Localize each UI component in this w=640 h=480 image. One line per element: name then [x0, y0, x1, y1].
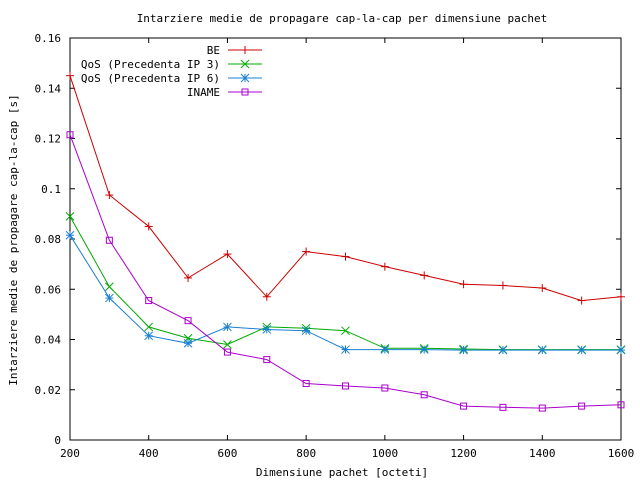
data-point-qos-precedenta-ip-3 — [105, 282, 114, 292]
data-point-qos-precedenta-ip-6 — [616, 345, 626, 355]
data-point-be — [302, 247, 311, 256]
data-point-iname — [617, 401, 625, 409]
data-point-qos-precedenta-ip-6 — [459, 345, 468, 355]
plot-frame — [69, 37, 622, 441]
data-point-iname — [538, 404, 546, 412]
x-tick-label: 1400 — [529, 447, 556, 460]
data-point-iname — [499, 403, 507, 411]
legend-marker-qos-precedenta-ip-3 — [240, 59, 250, 69]
data-point-be — [538, 283, 547, 292]
y-axis-label: Intarziere medie de propagare cap-la-cap… — [7, 94, 20, 385]
y-tick-label: 0.1 — [41, 183, 61, 196]
series-layer — [65, 71, 626, 412]
data-point-iname — [302, 379, 310, 387]
legend-marker-be — [241, 46, 249, 54]
legend-label-qos-precedenta-ip-3: QoS (Precedenta IP 3) — [81, 58, 220, 71]
x-tick-label: 1600 — [608, 447, 635, 460]
data-point-be — [420, 271, 429, 280]
series-line-iname — [69, 134, 622, 409]
data-point-iname — [263, 356, 271, 364]
data-point-qos-precedenta-ip-6 — [262, 325, 272, 334]
legend-label-qos-precedenta-ip-6: QoS (Precedenta IP 6) — [81, 72, 220, 85]
series-line-be — [69, 75, 622, 302]
y-tick-label: 0.04 — [35, 334, 62, 347]
legend-label-be: BE — [207, 44, 220, 57]
data-point-be — [617, 292, 625, 301]
x-tick-label: 800 — [296, 447, 316, 460]
data-point-qos-precedenta-ip-6 — [105, 293, 114, 303]
y-tick-label: 0.14 — [35, 82, 62, 95]
legend-label-iname: INAME — [187, 86, 220, 99]
x-tick-label: 400 — [139, 447, 159, 460]
data-point-iname — [342, 382, 349, 390]
data-point-qos-precedenta-ip-6 — [498, 345, 508, 355]
data-point-iname — [184, 317, 192, 325]
data-point-be — [144, 222, 153, 231]
y-tick-label: 0 — [54, 434, 61, 447]
data-point-qos-precedenta-ip-3 — [223, 340, 232, 349]
data-point-iname — [105, 236, 113, 244]
x-tick-label: 600 — [217, 447, 237, 460]
data-point-be — [577, 296, 586, 305]
data-point-be — [184, 273, 193, 282]
data-point-qos-precedenta-ip-6 — [183, 338, 193, 348]
y-tick-label: 0.12 — [35, 133, 62, 146]
data-point-iname — [145, 297, 153, 305]
data-point-iname — [381, 384, 389, 392]
data-point-qos-precedenta-ip-6 — [577, 345, 586, 355]
data-point-qos-precedenta-ip-3 — [341, 326, 350, 336]
data-point-iname — [460, 402, 468, 410]
data-point-qos-precedenta-ip-6 — [341, 345, 350, 354]
data-point-qos-precedenta-ip-6 — [144, 331, 154, 341]
data-point-qos-precedenta-ip-6 — [537, 345, 547, 355]
data-point-be — [459, 280, 468, 289]
data-point-qos-precedenta-ip-6 — [380, 345, 390, 354]
legend-marker-qos-precedenta-ip-6 — [240, 73, 250, 83]
y-axis: 0 0.02 0.04 0.06 0.08 0.1 0.12 0.14 0.16 — [35, 32, 621, 447]
data-point-iname — [66, 131, 74, 139]
x-axis-label: Dimensiune pachet [octeti] — [256, 466, 428, 479]
data-point-be — [223, 250, 232, 259]
data-point-be — [498, 281, 507, 290]
series-line-qos-precedenta-ip-3 — [69, 216, 621, 351]
legend-marker-iname — [241, 88, 249, 96]
x-tick-label: 1200 — [450, 447, 477, 460]
data-point-be — [105, 191, 114, 200]
y-tick-label: 0.02 — [35, 384, 62, 397]
data-point-iname — [578, 402, 586, 410]
series-line-qos-precedenta-ip-6 — [69, 234, 621, 351]
data-point-be — [341, 252, 350, 261]
data-point-qos-precedenta-ip-3 — [65, 212, 75, 221]
data-point-qos-precedenta-ip-6 — [65, 230, 75, 240]
data-point-iname — [420, 391, 428, 399]
y-tick-label: 0.08 — [35, 233, 62, 246]
data-point-qos-precedenta-ip-3 — [144, 322, 154, 332]
data-point-be — [380, 262, 389, 271]
y-tick-label: 0.06 — [35, 283, 62, 296]
y-tick-label: 0.16 — [35, 32, 62, 45]
data-point-qos-precedenta-ip-6 — [301, 326, 311, 336]
x-axis: 200 400 600 800 1000 1200 1400 1600 — [60, 38, 634, 460]
data-point-iname — [223, 348, 231, 356]
x-tick-label: 1000 — [372, 447, 399, 460]
data-point-qos-precedenta-ip-6 — [223, 322, 232, 332]
data-point-be — [262, 292, 271, 301]
data-point-qos-precedenta-ip-6 — [419, 345, 429, 354]
chart-title: Intarziere medie de propagare cap-la-cap… — [137, 12, 548, 25]
data-point-be — [66, 71, 74, 80]
x-tick-label: 200 — [60, 447, 80, 460]
